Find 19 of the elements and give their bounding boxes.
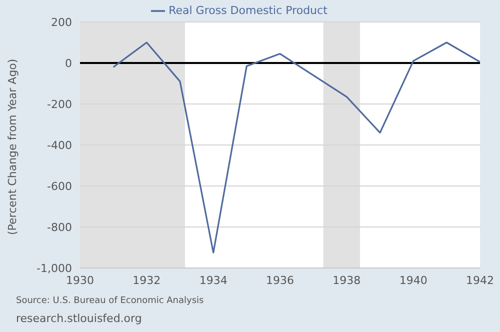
x-tick-label: 1932 (132, 274, 161, 287)
y-tick-label: -1,000 (36, 262, 72, 275)
x-tick-label: 1942 (466, 274, 494, 287)
x-tick-label: 1934 (199, 274, 228, 287)
y-tick-label: -600 (47, 180, 72, 193)
x-tick-label: 1940 (399, 274, 428, 287)
text: research.stlouisfed.org (16, 312, 142, 325)
legend-label: Real Gross Domestic Product (168, 4, 328, 18)
line-series (112, 42, 480, 254)
y-tick-label: -800 (47, 220, 72, 234)
y-tick-label: 200 (51, 16, 72, 29)
x-tick-label: 1936 (266, 274, 294, 287)
y-tick-label: -200 (47, 98, 72, 111)
y-axis-title: (Percent Change from Year Ago) (6, 58, 19, 235)
y-tick-label: -400 (47, 138, 72, 152)
x-tick-label: 1930 (66, 274, 94, 287)
y-tick-label: 0 (65, 56, 72, 70)
x-tick-label: 1938 (332, 274, 361, 287)
source-note: Source: U.S. Bureau of Economic Analysis (16, 296, 204, 306)
